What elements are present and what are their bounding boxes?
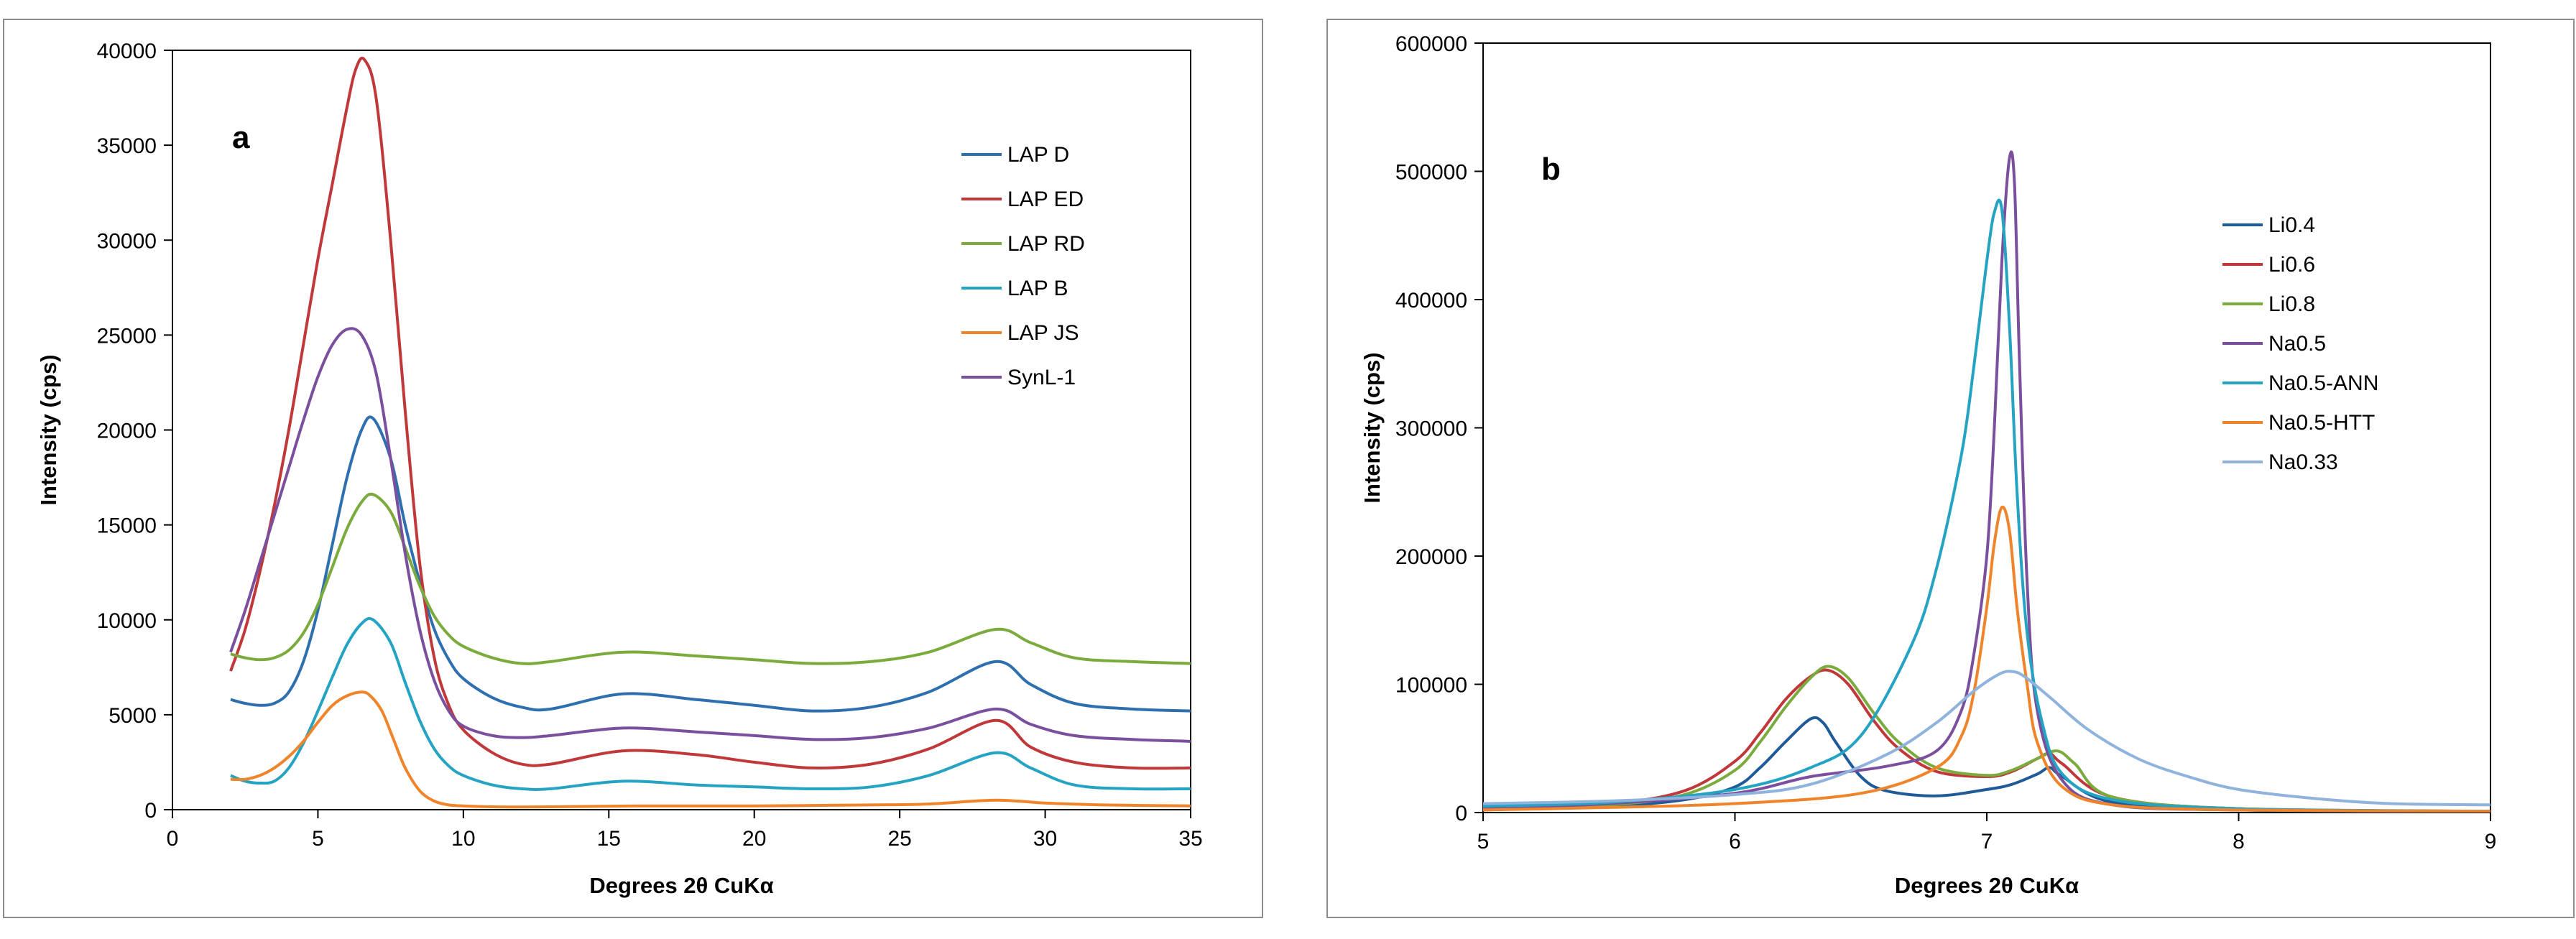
legend-label: LAP JS: [1007, 321, 1079, 345]
panel-letter: a: [232, 120, 250, 155]
y-tick-label: 500000: [1395, 161, 1467, 185]
series-line-lap-b: [230, 616, 1191, 791]
x-tick-label: 30: [1033, 827, 1057, 851]
x-tick-label: 5: [312, 827, 324, 851]
x-tick-label: 7: [1981, 830, 1993, 854]
series-line-na0-5-htt: [1483, 505, 2490, 813]
x-axis-title: Degrees 2θ CuKα: [1895, 873, 2079, 898]
series-line-na0-5-ann: [1483, 198, 2490, 813]
legend-label: SynL-1: [1007, 366, 1076, 389]
chart-a-frame: [3, 19, 1263, 918]
y-tick-label: 25000: [97, 324, 157, 348]
y-tick-label: 35000: [97, 134, 157, 158]
legend-label: LAP RD: [1007, 232, 1085, 256]
chart-a: 0 5 10 15 20 25 30 35 0 5000 10000 15000 20000 25000 3…: [36, 40, 1203, 898]
x-tick-label: 5: [1477, 830, 1490, 854]
y-tick-label: 400000: [1395, 289, 1467, 313]
series-line-na0-5: [1483, 150, 2490, 813]
series-line-li0-8: [1483, 665, 2490, 813]
x-tick-label: 35: [1178, 827, 1202, 851]
x-tick-label: 6: [1729, 830, 1741, 854]
legend-label: Na0.33: [2268, 450, 2338, 474]
y-tick-label: 30000: [97, 229, 157, 253]
y-tick-label: 5000: [109, 704, 157, 728]
legend: LAP D LAP ED LAP RD LAP B LAP JS SynL-1: [961, 143, 1085, 389]
legend-label: Li0.4: [2268, 213, 2315, 237]
series-line-lap-d: [230, 415, 1191, 713]
y-axis-title: Intensity (cps): [36, 354, 61, 505]
y-tick-label: 0: [144, 799, 157, 823]
series-line-li0-4: [1483, 716, 2490, 813]
legend-label: Li0.8: [2268, 292, 2315, 316]
y-tick-label: 20000: [97, 420, 157, 443]
x-tick-label: 9: [2485, 830, 2497, 854]
x-tick-label: 15: [597, 827, 621, 851]
y-tick-label: 10000: [97, 609, 157, 633]
legend-label: LAP D: [1007, 143, 1069, 167]
legend: Li0.4 Li0.6 Li0.8 Na0.5 Na0.5-ANN Na0.5-HTT Na…: [2222, 213, 2378, 474]
y-tick-label: 200000: [1395, 545, 1467, 569]
x-axis-title: Degrees 2θ CuKα: [589, 873, 773, 898]
series-line-lap-ed: [229, 56, 1191, 770]
series-line-na0-33: [1483, 670, 2490, 807]
y-axis-title: Intensity (cps): [1359, 352, 1385, 503]
x-tick-label: 20: [742, 827, 766, 851]
series-line-synl-1: [229, 327, 1191, 743]
series-line-lap-js: [230, 690, 1191, 809]
y-tick-label: 15000: [97, 514, 157, 538]
legend-label: Na0.5-HTT: [2268, 411, 2375, 435]
series-group: [229, 56, 1191, 809]
legend-label: LAP B: [1007, 277, 1068, 300]
legend-label: Li0.6: [2268, 253, 2315, 277]
legend-label: Na0.5: [2268, 332, 2326, 356]
series-line-lap-rd: [230, 492, 1191, 665]
y-tick-label: 300000: [1395, 417, 1467, 441]
y-tick-label: 600000: [1395, 32, 1467, 56]
y-tick-label: 40000: [97, 40, 157, 63]
x-tick-label: 10: [451, 827, 475, 851]
y-tick-label: 100000: [1395, 674, 1467, 698]
x-tick-label: 0: [167, 827, 179, 851]
x-tick-label: 8: [2233, 830, 2245, 854]
x-tick-label: 25: [887, 827, 911, 851]
chart-b: 5 6 7 8 9 0 100000 200000 300000 400000 500000 6000…: [1359, 32, 2496, 898]
panel-letter: b: [1541, 152, 1561, 187]
legend-label: Na0.5-ANN: [2268, 371, 2378, 395]
y-tick-label: 0: [1455, 802, 1467, 825]
series-group: [1483, 150, 2490, 813]
legend-label: LAP ED: [1007, 188, 1084, 211]
chart-b-frame: [1326, 19, 2575, 918]
